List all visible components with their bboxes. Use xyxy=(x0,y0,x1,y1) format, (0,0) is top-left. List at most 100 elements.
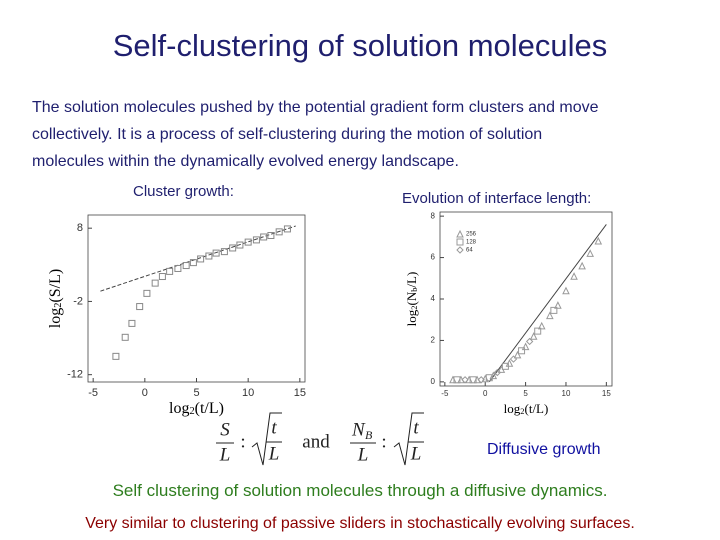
formula-text: and xyxy=(302,431,330,452)
axis-label-part: log xyxy=(169,400,189,417)
formula-text: S xyxy=(220,419,230,440)
paragraph: The solution molecules pushed by the pot… xyxy=(32,94,599,175)
axis-label-part: b xyxy=(409,288,419,292)
data-point xyxy=(220,248,228,256)
data-point xyxy=(518,347,526,355)
x-tick-label: 15 xyxy=(602,389,611,398)
plot-frame xyxy=(439,211,613,387)
data-point xyxy=(485,374,493,382)
conclusion: Self clustering of solution molecules th… xyxy=(112,481,608,500)
formula-text: N xyxy=(351,419,366,440)
axis-label-part: log xyxy=(404,309,419,326)
x-tick-label: 5 xyxy=(523,389,528,398)
legend-label: 64 xyxy=(466,248,473,254)
axis-label: log2(Nb/L) xyxy=(404,272,419,327)
formula-text: L xyxy=(219,444,231,465)
y-tick-label: 2 xyxy=(431,336,436,345)
axis-label-part: (N xyxy=(404,291,419,305)
axis-label: log2(t/L) xyxy=(169,400,224,418)
x-tick-label: 15 xyxy=(294,387,306,399)
data-point xyxy=(465,375,473,384)
axis-label-part: log xyxy=(504,401,521,416)
formula: S L : t L and N B L : t L xyxy=(216,412,424,466)
legend-swatch xyxy=(456,238,464,246)
data-point xyxy=(244,238,252,246)
y-tick-label: 8 xyxy=(77,222,83,234)
y-tick-label: 6 xyxy=(431,253,436,262)
data-point xyxy=(182,262,190,270)
axis-label-part: (t/L) xyxy=(525,401,549,416)
line: The solution molecules pushed by the pot… xyxy=(32,99,599,116)
x-tick-label: 0 xyxy=(483,389,488,398)
data-point xyxy=(594,236,603,245)
y-tick-label: -12 xyxy=(67,369,83,381)
data-point xyxy=(457,375,465,384)
data-point xyxy=(229,244,237,252)
axis-label-part: 2 xyxy=(520,406,524,416)
data-point xyxy=(473,375,481,384)
legend-label: 256 xyxy=(466,232,477,238)
data-point xyxy=(554,301,562,309)
data-point xyxy=(461,376,469,384)
caption: Cluster growth: xyxy=(133,183,234,200)
data-point xyxy=(493,368,502,377)
plot-frame xyxy=(87,214,306,383)
data-point xyxy=(537,321,546,330)
data-point xyxy=(550,306,558,314)
data-point xyxy=(236,241,244,249)
sqrt xyxy=(251,412,282,466)
data-point xyxy=(449,375,457,384)
axis-label-part: 2 xyxy=(189,406,194,417)
data-point xyxy=(197,255,205,263)
formula-text: t xyxy=(413,417,419,438)
legend-swatch xyxy=(456,246,464,254)
data-point xyxy=(260,233,268,241)
data-point xyxy=(453,376,461,384)
data-point xyxy=(189,259,197,267)
x-tick-label: 10 xyxy=(242,387,254,399)
line: collectively. It is a process of self-cl… xyxy=(32,126,543,143)
y-tick-label: 8 xyxy=(431,211,436,220)
data-point xyxy=(578,261,586,270)
formula-text: : xyxy=(381,431,386,452)
data-point xyxy=(151,279,159,287)
data-point xyxy=(166,267,174,275)
data-point xyxy=(509,355,518,363)
axis-label: log2(S/L) xyxy=(47,269,65,328)
note: Diffusive growth xyxy=(487,441,601,458)
formula-text: L xyxy=(357,444,369,465)
data-point xyxy=(174,264,182,272)
axis-label-part: /L) xyxy=(404,272,419,288)
data-point xyxy=(158,273,166,281)
data-point xyxy=(252,236,260,244)
data-point xyxy=(570,272,578,280)
y-tick-label: 4 xyxy=(431,294,436,303)
data-point xyxy=(513,350,522,359)
data-point xyxy=(128,319,136,327)
data-point xyxy=(521,342,530,351)
data-point xyxy=(283,225,291,233)
data-point xyxy=(112,352,120,360)
legend-label: 128 xyxy=(466,240,477,246)
data-point xyxy=(212,249,220,257)
data-point xyxy=(143,289,151,297)
data-point xyxy=(501,362,509,370)
x-tick-label: 10 xyxy=(562,389,571,398)
legend-swatch xyxy=(456,229,464,238)
data-point xyxy=(275,228,283,236)
formula-text: t xyxy=(271,417,277,438)
axis-label-part: (S/L) xyxy=(47,269,64,303)
x-tick-label: -5 xyxy=(88,387,98,399)
data-point xyxy=(525,337,534,346)
footer: Very similar to clustering of passive sl… xyxy=(85,515,635,532)
y-tick-label: 0 xyxy=(431,377,436,386)
data-point xyxy=(534,327,542,335)
data-point xyxy=(529,332,538,340)
axis-label: log2(t/L) xyxy=(504,401,549,416)
formula-text: L xyxy=(268,443,280,464)
fit-line xyxy=(488,224,607,383)
data-point xyxy=(205,252,213,260)
